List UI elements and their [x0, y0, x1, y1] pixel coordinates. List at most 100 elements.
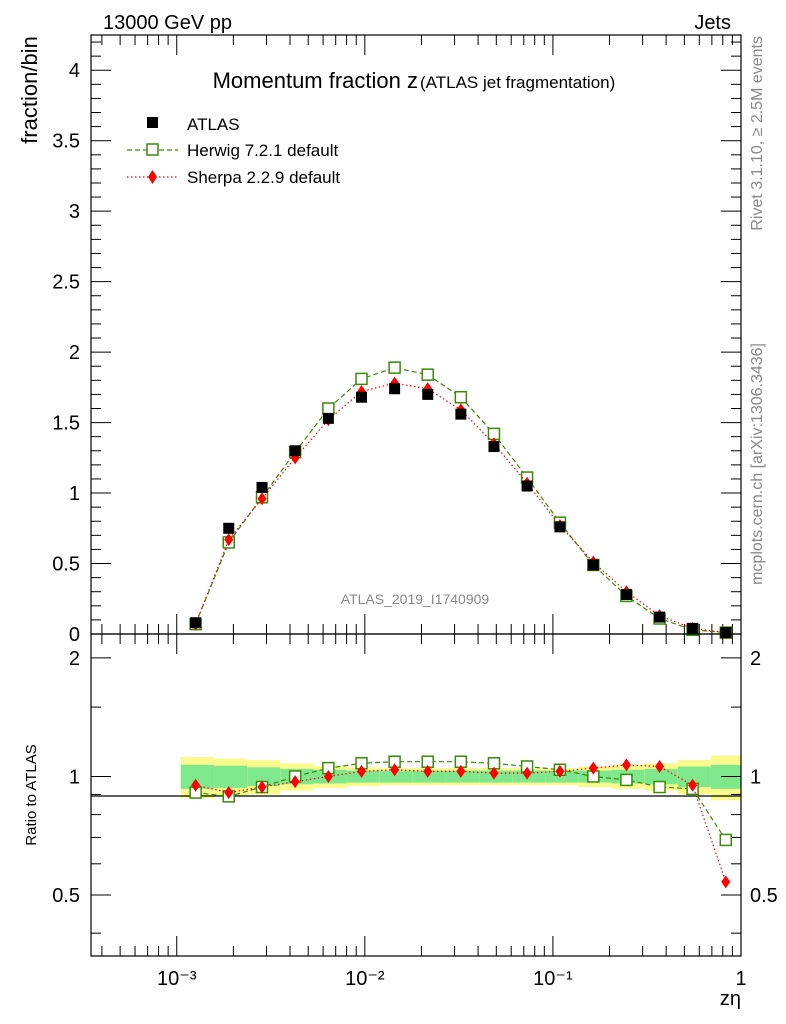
herwig-line [195, 761, 727, 841]
collision-label: 13000 GeV pp [103, 12, 232, 34]
y-ticks: 0 0.5 1 1.5 2 2.5 3 3.5 4 [52, 41, 741, 646]
sherpa-point [390, 763, 400, 777]
x-tick-label: 10⁻¹ [533, 968, 573, 990]
sherpa-point [423, 764, 433, 778]
y-tick-label: 3.5 [52, 131, 80, 153]
x-tick-label: 10⁻² [345, 968, 385, 990]
sherpa-point [489, 766, 499, 780]
atlas-point [654, 611, 666, 623]
inner-band-segment [644, 768, 678, 785]
ratio-panel: Ratio to ATLAS zη 0.5 0.51 12 2 10⁻³ 10⁻² 10⁻… [23, 633, 778, 1010]
y-axis-label: fraction/bin [17, 36, 42, 144]
x-ticks: 10⁻³ 10⁻² 10⁻¹ 1 [101, 634, 747, 990]
atlas-point [223, 522, 235, 534]
ratio-y-tick-label-right: 1 [750, 766, 761, 788]
herwig-point [388, 361, 401, 374]
chart-title: Momentum fraction z [213, 68, 418, 93]
atlas-point [322, 412, 334, 424]
uncertainty-bands [180, 755, 741, 801]
atlas-point [488, 441, 500, 453]
ratio-y-tick-label: 0.5 [52, 885, 80, 907]
herwig-point [620, 773, 633, 787]
mcplots-label: mcplots.cern.ch [arXiv:1306.3436] [749, 343, 766, 585]
sherpa-point [224, 533, 234, 547]
ratio-y-ticks: 0.5 0.5 1 1 2 2 [52, 648, 778, 934]
ratio-y-tick-label: 1 [69, 766, 80, 788]
inner-band-segment [180, 764, 215, 789]
sherpa-point [555, 764, 565, 778]
legend-label-atlas: ATLAS [187, 115, 240, 134]
sherpa-point [721, 875, 731, 889]
main-panel: fraction/bin Momentum fraction z (ATLAS … [17, 34, 742, 646]
atlas-point [687, 622, 699, 634]
main-series [189, 361, 733, 640]
atlas-point [190, 617, 202, 629]
herwig-point [653, 780, 666, 794]
atlas-point [554, 521, 566, 533]
inner-band-segment [247, 767, 281, 787]
x-ticks-top [101, 35, 742, 634]
atlas-point [587, 559, 599, 571]
atlas-point [356, 391, 368, 403]
ratio-frame [90, 633, 742, 957]
sherpa-point [688, 778, 698, 792]
atlas-point [521, 480, 533, 492]
y-tick-label: 1 [69, 483, 80, 505]
legend: ATLAS Herwig 7.2.1 default Sherpa 2.2.9 … [127, 115, 340, 187]
y-tick-label: 2.5 [52, 272, 80, 294]
x-tick-label: 1 [735, 968, 746, 990]
inner-band-segment [214, 765, 248, 788]
chart-subtitle: (ATLAS jet fragmentation) [420, 73, 615, 92]
jets-label: Jets [694, 12, 731, 34]
sherpa-point [191, 778, 201, 792]
x-axis-label: zη [720, 988, 741, 1010]
herwig-point [322, 402, 335, 415]
atlas-point [455, 408, 467, 420]
herwig-point [719, 833, 733, 847]
sherpa-point [257, 780, 267, 794]
ratio-y-axis-label: Ratio to ATLAS [23, 744, 40, 845]
legend-label-sherpa: Sherpa 2.2.9 default [187, 168, 340, 187]
sherpa-point [357, 764, 367, 778]
atlas-point [389, 383, 401, 395]
herwig-point [421, 368, 434, 381]
y-tick-label: 0 [69, 624, 80, 646]
sherpa-point [588, 761, 598, 775]
sherpa-point [655, 759, 665, 773]
atlas-point [256, 481, 268, 493]
sherpa-point [621, 758, 631, 772]
sherpa-point [522, 766, 532, 780]
sherpa-point [257, 492, 267, 506]
ratio-y-tick-label-right: 2 [750, 648, 761, 670]
herwig-point [454, 390, 468, 404]
y-tick-label: 1.5 [52, 413, 80, 435]
inner-band-segment [346, 770, 380, 783]
sherpa-point [290, 775, 300, 789]
x-tick-label: 10⁻³ [157, 968, 197, 990]
rivet-label: Rivet 3.1.10, ≥ 2.5M events [749, 36, 766, 231]
ratio-y-tick-label-right: 0.5 [750, 885, 778, 907]
herwig-point [355, 372, 368, 386]
inner-band-segment [445, 770, 480, 783]
y-tick-label: 4 [69, 60, 80, 82]
legend-marker-atlas [147, 117, 158, 128]
y-tick-label: 2 [69, 342, 80, 364]
atlas-point [289, 445, 301, 457]
ratio-series [189, 755, 733, 889]
legend-label-herwig: Herwig 7.2.1 default [187, 141, 338, 160]
atlas-point [422, 388, 434, 400]
inner-band-segment [412, 770, 446, 783]
atlas-point [720, 627, 732, 639]
inner-band-segment [677, 766, 711, 788]
sherpa-point [456, 764, 466, 778]
legend-marker-sherpa [148, 170, 157, 184]
inner-band-segment [379, 770, 413, 783]
y-tick-label: 3 [69, 201, 80, 223]
sherpa-point [323, 769, 333, 783]
legend-marker-herwig [146, 143, 159, 156]
sherpa-point [224, 786, 234, 800]
ratio-y-tick-label: 2 [69, 648, 80, 670]
atlas-point [620, 589, 632, 601]
y-tick-label: 0.5 [52, 554, 80, 576]
